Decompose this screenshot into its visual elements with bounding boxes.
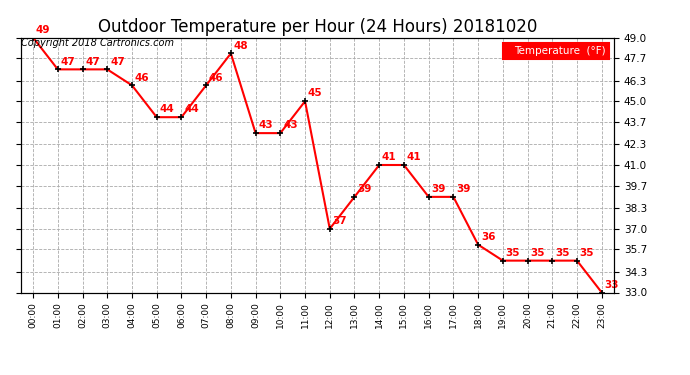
- Text: 43: 43: [283, 120, 297, 130]
- Text: 39: 39: [456, 184, 471, 194]
- Text: 35: 35: [506, 248, 520, 258]
- Title: Outdoor Temperature per Hour (24 Hours) 20181020: Outdoor Temperature per Hour (24 Hours) …: [98, 18, 537, 36]
- Text: 46: 46: [135, 72, 149, 82]
- Text: 43: 43: [258, 120, 273, 130]
- Text: 48: 48: [234, 40, 248, 51]
- Text: 45: 45: [308, 88, 322, 99]
- Text: 39: 39: [357, 184, 372, 194]
- Text: 44: 44: [184, 104, 199, 114]
- Text: 36: 36: [481, 232, 495, 242]
- Legend: Temperature  (°F): Temperature (°F): [503, 43, 609, 59]
- Text: 39: 39: [431, 184, 446, 194]
- Text: 47: 47: [110, 57, 125, 67]
- Text: 47: 47: [86, 57, 100, 67]
- Text: 33: 33: [604, 280, 619, 290]
- Text: 47: 47: [61, 57, 75, 67]
- Text: Copyright 2018 Cartronics.com: Copyright 2018 Cartronics.com: [21, 38, 174, 48]
- Text: 35: 35: [555, 248, 569, 258]
- Text: 37: 37: [333, 216, 347, 226]
- Text: 35: 35: [580, 248, 594, 258]
- Text: 35: 35: [531, 248, 545, 258]
- Text: 41: 41: [406, 152, 422, 162]
- Text: 49: 49: [36, 25, 50, 35]
- Text: 46: 46: [209, 72, 224, 82]
- Text: 44: 44: [159, 104, 174, 114]
- Text: 41: 41: [382, 152, 397, 162]
